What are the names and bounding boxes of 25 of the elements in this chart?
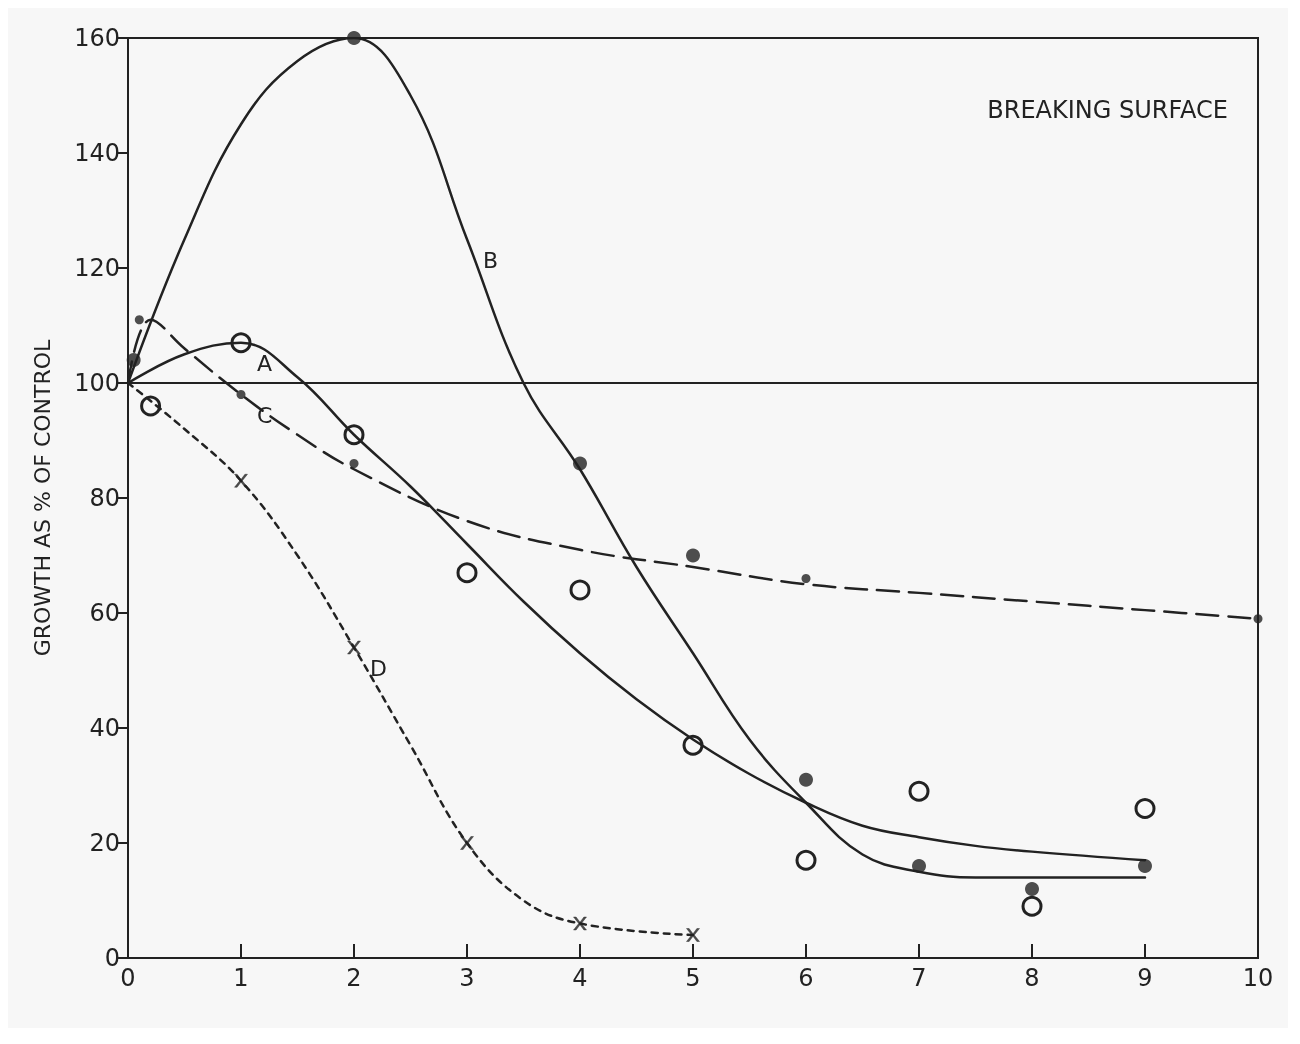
x-tick-label: 9 bbox=[1137, 964, 1153, 992]
y-tick-label: 60 bbox=[89, 599, 120, 627]
x-tick-label: 4 bbox=[572, 964, 588, 992]
x-tick-label: 1 bbox=[233, 964, 249, 992]
y-axis-title: GROWTH AS % OF CONTROL bbox=[29, 338, 55, 657]
annotation: B bbox=[483, 247, 499, 273]
annotation: C bbox=[257, 403, 273, 428]
y-tick-label: 80 bbox=[89, 484, 120, 512]
y-tick-label: 0 bbox=[104, 944, 120, 972]
annotation: BREAKING SURFACE bbox=[987, 96, 1228, 124]
annotation: D bbox=[370, 656, 387, 681]
y-tick-label: 100 bbox=[74, 369, 120, 397]
x-tick-label: 5 bbox=[685, 964, 701, 992]
y-tick-label: 160 bbox=[74, 24, 120, 52]
y-tick-label: 140 bbox=[74, 139, 120, 167]
y-tick-label: 20 bbox=[89, 829, 120, 857]
x-tick-label: 6 bbox=[798, 964, 814, 992]
x-tick-label: 7 bbox=[911, 964, 927, 992]
y-tick-label: 120 bbox=[74, 254, 120, 282]
annotation: A bbox=[257, 351, 273, 377]
x-tick-label: 2 bbox=[346, 964, 362, 992]
x-tick-label: 10 bbox=[1242, 964, 1274, 992]
x-tick-label: 8 bbox=[1024, 964, 1040, 992]
x-tick-label: 3 bbox=[459, 964, 475, 992]
y-tick-label: 40 bbox=[89, 714, 120, 742]
